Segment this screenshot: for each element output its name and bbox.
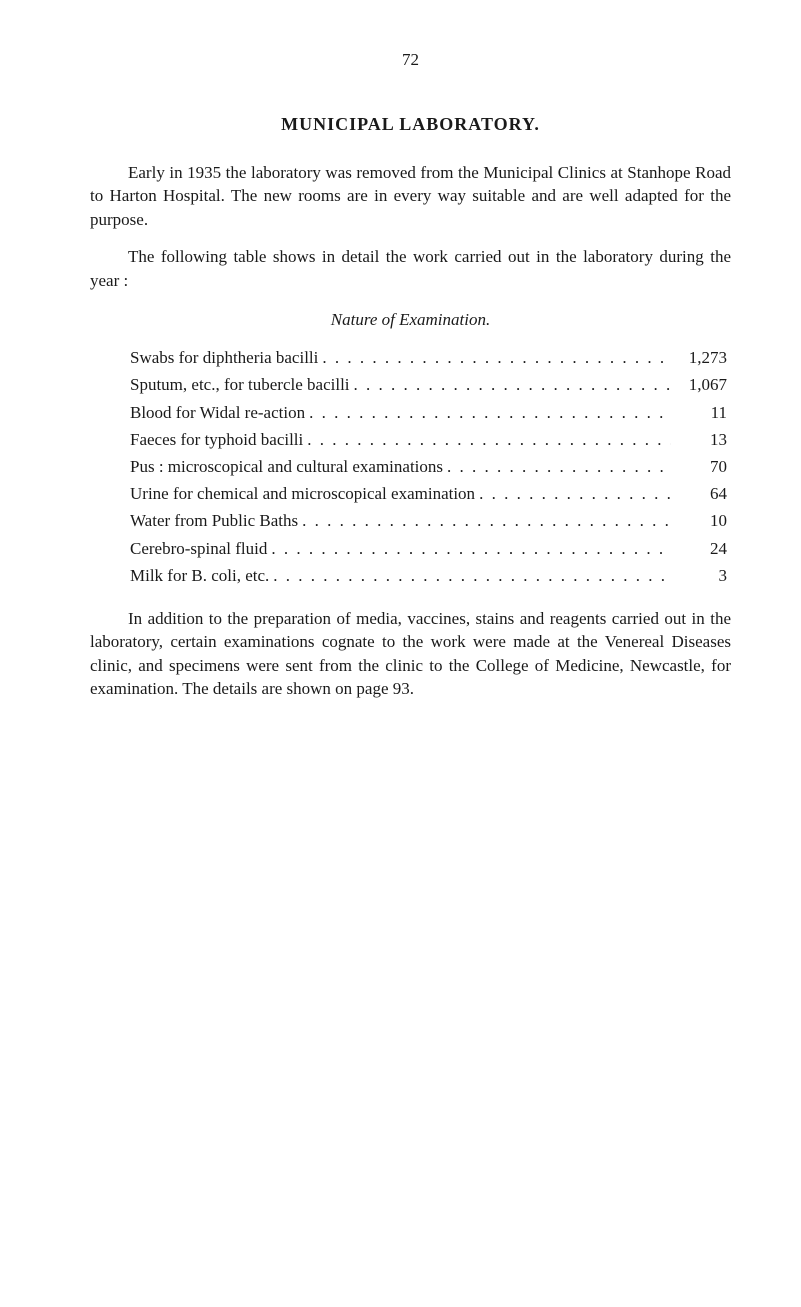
list-item: Swabs for diphtheria bacilli 1,273 <box>130 344 727 371</box>
dot-leader <box>269 562 671 589</box>
list-item: Milk for B. coli, etc. 3 <box>130 562 727 589</box>
examination-list: Swabs for diphtheria bacilli 1,273 Sputu… <box>130 344 727 589</box>
document-title: MUNICIPAL LABORATORY. <box>90 114 731 135</box>
list-item-value: 1,067 <box>671 371 727 398</box>
list-item-label: Water from Public Baths <box>130 507 298 534</box>
list-item: Cerebro-spinal fluid 24 <box>130 535 727 562</box>
list-item: Pus : microscopical and cultural examina… <box>130 453 727 480</box>
dot-leader <box>267 535 671 562</box>
list-item: Urine for chemical and microscopical exa… <box>130 480 727 507</box>
list-item-label: Milk for B. coli, etc. <box>130 562 269 589</box>
paragraph-text: Early in 1935 the laboratory was removed… <box>90 163 731 229</box>
dot-leader <box>475 480 671 507</box>
list-item: Sputum, etc., for tubercle bacilli 1,067 <box>130 371 727 398</box>
list-item-value: 24 <box>671 535 727 562</box>
list-item-value: 11 <box>671 399 727 426</box>
list-item-label: Pus : microscopical and cultural examina… <box>130 453 443 480</box>
list-item-label: Faeces for typhoid bacilli <box>130 426 303 453</box>
document-page: 72 MUNICIPAL LABORATORY. Early in 1935 t… <box>0 0 801 1307</box>
section-subtitle: Nature of Examination. <box>90 310 731 330</box>
list-item-label: Blood for Widal re-action <box>130 399 305 426</box>
list-item: Faeces for typhoid bacilli 13 <box>130 426 727 453</box>
list-item: Water from Public Baths 10 <box>130 507 727 534</box>
list-item-value: 1,273 <box>671 344 727 371</box>
paragraph-closing: In addition to the preparation of media,… <box>90 607 731 701</box>
paragraph-text: In addition to the preparation of media,… <box>90 609 731 698</box>
list-item-value: 10 <box>671 507 727 534</box>
list-item-label: Sputum, etc., for tubercle bacilli <box>130 371 350 398</box>
list-item-label: Cerebro-spinal fluid <box>130 535 267 562</box>
paragraph-intro-1: Early in 1935 the laboratory was removed… <box>90 161 731 231</box>
list-item-value: 13 <box>671 426 727 453</box>
dot-leader <box>303 426 671 453</box>
dot-leader <box>443 453 671 480</box>
paragraph-text: The following table shows in detail the … <box>90 247 731 289</box>
list-item-label: Swabs for diphtheria bacilli <box>130 344 318 371</box>
list-item: Blood for Widal re-action 11 <box>130 399 727 426</box>
list-item-label: Urine for chemical and microscopical exa… <box>130 480 475 507</box>
paragraph-intro-2: The following table shows in detail the … <box>90 245 731 292</box>
dot-leader <box>350 371 671 398</box>
list-item-value: 64 <box>671 480 727 507</box>
list-item-value: 70 <box>671 453 727 480</box>
page-number: 72 <box>90 50 731 70</box>
dot-leader <box>318 344 671 371</box>
dot-leader <box>305 399 671 426</box>
dot-leader <box>298 507 671 534</box>
list-item-value: 3 <box>671 562 727 589</box>
